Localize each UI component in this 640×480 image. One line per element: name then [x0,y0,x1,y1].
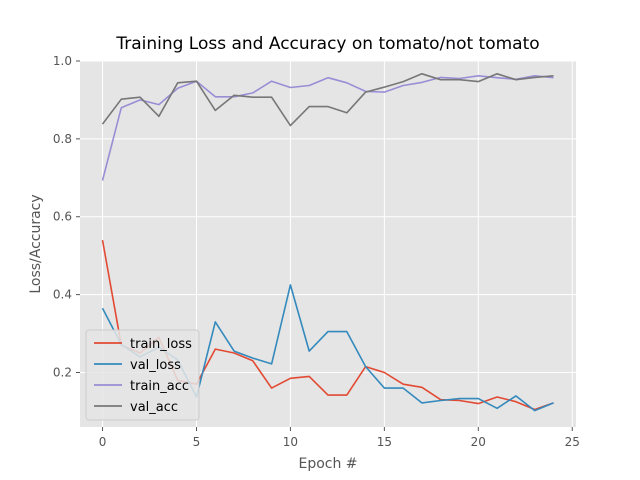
legend-box [85,329,200,421]
chart-title: Training Loss and Accuracy on tomato/not… [115,34,539,54]
y-tick-label: 0.6 [53,210,72,224]
x-tick-label: 20 [471,435,486,449]
axis-ticks: 0 5 10 15 20 25 0.2 0.4 0.6 0.8 1.0 [53,54,580,449]
y-tick-label: 0.8 [53,132,72,146]
legend-label-train_loss: train_loss [130,337,192,352]
legend: train_loss val_loss train_acc val_acc [85,329,200,421]
series-line-val_acc [101,73,554,127]
y-axis-label: Loss/Accuracy [28,194,44,293]
x-tick-label: 15 [377,435,392,449]
grid-lines [80,60,576,427]
series-line-train_acc [101,75,554,181]
y-tick-label: 0.2 [53,365,72,379]
y-tick-label: 0.4 [53,288,72,302]
x-axis-label: Epoch # [298,456,357,472]
x-tick-label: 10 [283,435,298,449]
legend-label-val_acc: val_acc [130,400,178,415]
x-tick-label: 5 [193,435,201,449]
x-tick-label: 25 [565,435,580,449]
y-tick-label: 1.0 [53,54,72,68]
legend-label-val_loss: val_loss [130,358,181,373]
x-tick-label: 0 [99,435,107,449]
legend-label-train_acc: train_acc [130,379,189,394]
